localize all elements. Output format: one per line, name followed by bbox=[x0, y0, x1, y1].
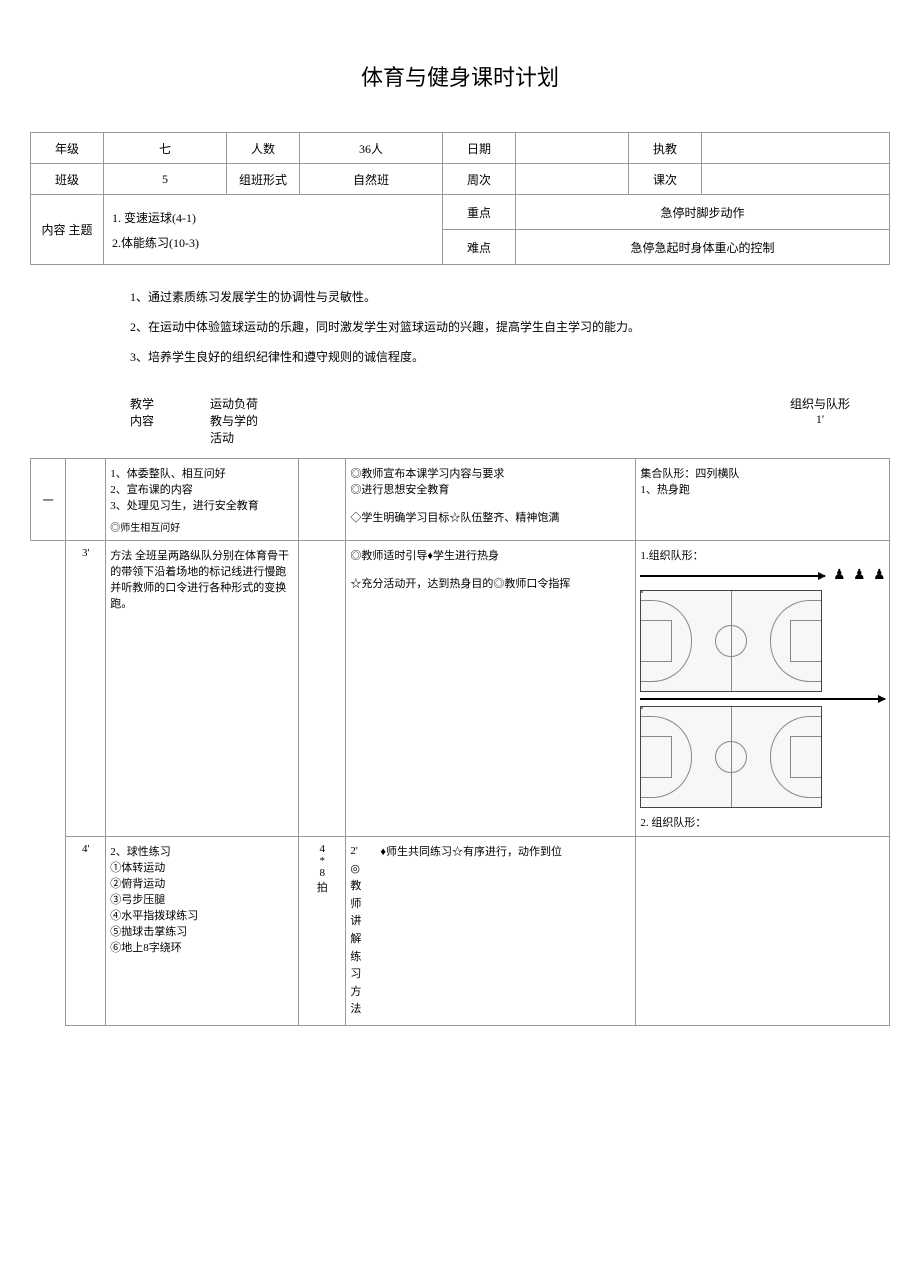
val-teacher bbox=[702, 133, 890, 164]
col-org: 组织与队形 1' bbox=[750, 389, 890, 452]
court-diagram-2 bbox=[640, 706, 822, 808]
val-date bbox=[516, 133, 629, 164]
content-line2: 2.体能练习(10-3) bbox=[112, 234, 434, 251]
r1-time bbox=[66, 459, 106, 541]
r1-content: 1、体委整队、相互问好 2、宣布课的内容 3、处理见习生，进行安全教育 ◎师生相… bbox=[106, 459, 299, 541]
r3-content: 2、球性练习 ①体转运动 ②俯背运动 ③弓步压腿 ④水平指拨球练习 ⑤抛球击掌练… bbox=[106, 837, 299, 1026]
val-class: 5 bbox=[104, 164, 227, 195]
r3-c6: ⑥地上8字绕环 bbox=[110, 939, 294, 955]
r3-title: 2、球性练习 bbox=[110, 843, 294, 859]
label-key: 重点 bbox=[443, 195, 516, 230]
r2-org-label1: 1.组织队形： bbox=[640, 547, 885, 563]
label-form: 组班形式 bbox=[227, 164, 300, 195]
person-icon: ♟ bbox=[873, 567, 881, 584]
label-week: 周次 bbox=[443, 164, 516, 195]
court-diagram-1 bbox=[640, 590, 822, 692]
lesson-body-table: 一 1、体委整队、相互问好 2、宣布课的内容 3、处理见习生，进行安全教育 ◎师… bbox=[30, 458, 890, 1026]
val-week bbox=[516, 164, 629, 195]
col-activity: 运动负荷 教与学的 活动 bbox=[210, 389, 370, 452]
label-teacher: 执教 bbox=[629, 133, 702, 164]
formation-arrow-1: ♟ ♟ ♟ bbox=[640, 567, 885, 584]
r3-time: 4' bbox=[66, 837, 106, 1026]
person-icon: ♟ bbox=[853, 567, 861, 584]
r1-content-text: 1、体委整队、相互问好 2、宣布课的内容 3、处理见习生，进行安全教育 bbox=[110, 465, 294, 513]
label-content: 内容 主题 bbox=[31, 195, 104, 265]
label-diff: 难点 bbox=[443, 230, 516, 265]
r3-load: 4 * 8 拍 bbox=[299, 837, 346, 1026]
r2-activity: ◎教师适时引导♦学生进行热身 ☆充分活动开，达到热身目的◎教师口令指挥 bbox=[346, 541, 636, 837]
r3-c3: ③弓步压腿 bbox=[110, 891, 294, 907]
r1-load bbox=[299, 459, 346, 541]
r3-c2: ②俯背运动 bbox=[110, 875, 294, 891]
page-title: 体育与健身课时计划 bbox=[30, 60, 890, 92]
r1-activity: ◎教师宣布本课学习内容与要求 ◎进行思想安全教育 ◇学生明确学习目标☆队伍整齐、… bbox=[346, 459, 636, 541]
header-table: 年级 七 人数 36人 日期 执教 班级 5 组班形式 自然班 周次 课次 内容… bbox=[30, 132, 890, 265]
label-grade: 年级 bbox=[31, 133, 104, 164]
label-count: 人数 bbox=[227, 133, 300, 164]
val-lesson bbox=[702, 164, 890, 195]
side-note: ◎师生相互问好 bbox=[110, 519, 294, 534]
r2-org-label2: 2. 组织队形： bbox=[640, 814, 885, 830]
val-grade: 七 bbox=[104, 133, 227, 164]
val-count: 36人 bbox=[300, 133, 443, 164]
content-line1: 1. 变速运球(4-1) bbox=[112, 209, 434, 226]
r2-time: 3' bbox=[66, 541, 106, 837]
r2-load bbox=[299, 541, 346, 837]
formation-arrow-2 bbox=[640, 698, 885, 700]
label-lesson: 课次 bbox=[629, 164, 702, 195]
r3-c5: ⑤抛球击掌练习 bbox=[110, 923, 294, 939]
r3-act-text: ♦师生共同练习☆有序进行，动作到位 bbox=[380, 843, 631, 1019]
val-diff: 急停急起时身体重心的控制 bbox=[516, 230, 890, 265]
r3-org bbox=[636, 837, 890, 1026]
learning-goals: 1、通过素质练习发展学生的协调性与灵敏性。 2、在运动中体验篮球运动的乐趣，同时… bbox=[130, 285, 890, 369]
goal-2: 2、在运动中体验篮球运动的乐趣，同时激发学生对篮球运动的兴趣，提高学生自主学习的… bbox=[130, 315, 890, 339]
person-icon: ♟ bbox=[833, 567, 841, 584]
section-headers: 教学 内容 运动负荷 教与学的 活动 组织与队形 1' bbox=[30, 389, 890, 452]
r3-c4: ④水平指拨球练习 bbox=[110, 907, 294, 923]
r3-act-vert: 2' ◎ 教 师 讲 解 练 习 方 法 bbox=[350, 843, 370, 1019]
r3-activity: 2' ◎ 教 师 讲 解 练 习 方 法 ♦师生共同练习☆有序进行，动作到位 bbox=[346, 837, 636, 1026]
goal-3: 3、培养学生良好的组织纪律性和遵守规则的诚信程度。 bbox=[130, 345, 890, 369]
phase-1: 一 bbox=[31, 459, 66, 541]
col-teach-content: 教学 内容 bbox=[130, 389, 210, 452]
val-key: 急停时脚步动作 bbox=[516, 195, 890, 230]
r2-org: 1.组织队形： ♟ ♟ ♟ 2. 组织队形： bbox=[636, 541, 890, 837]
r3-c1: ①体转运动 bbox=[110, 859, 294, 875]
val-form: 自然班 bbox=[300, 164, 443, 195]
label-class: 班级 bbox=[31, 164, 104, 195]
goal-1: 1、通过素质练习发展学生的协调性与灵敏性。 bbox=[130, 285, 890, 309]
label-date: 日期 bbox=[443, 133, 516, 164]
r1-org: 集合队形：四列横队 1、热身跑 bbox=[636, 459, 890, 541]
r2-content: 方法 全班呈两路纵队分别在体育骨干的带领下沿着场地的标记线进行慢跑 并听教师的口… bbox=[106, 541, 299, 837]
